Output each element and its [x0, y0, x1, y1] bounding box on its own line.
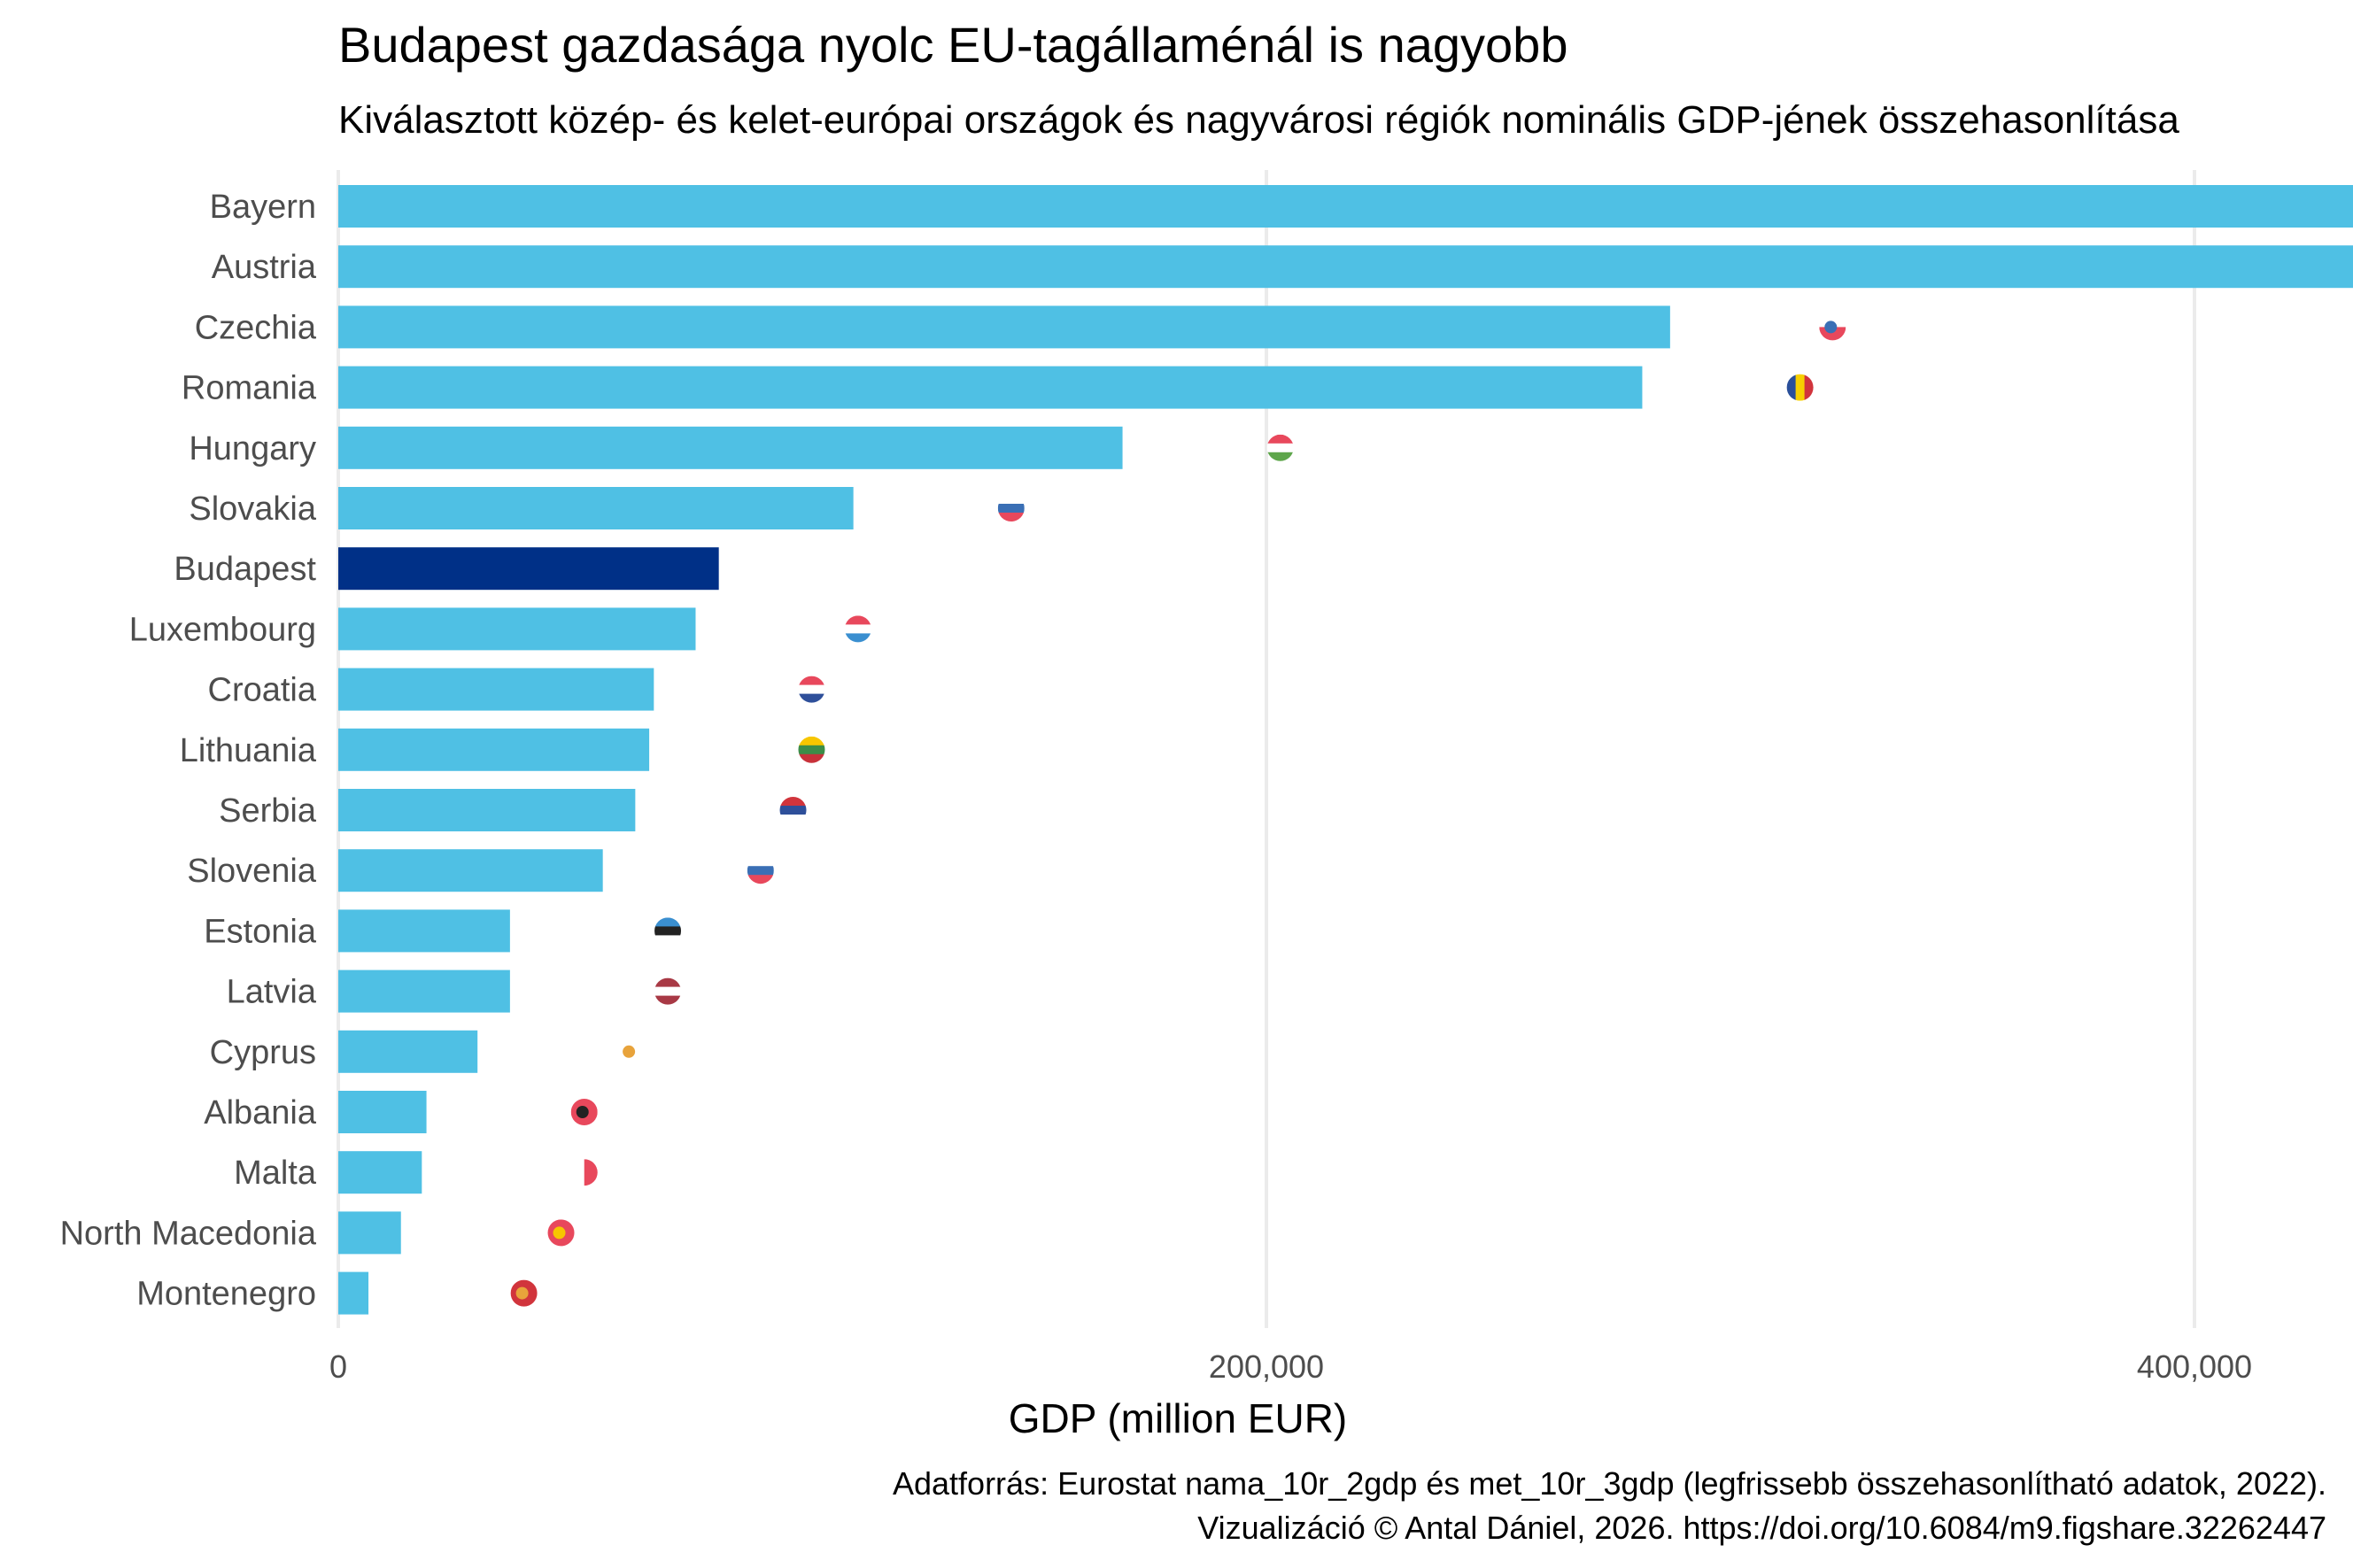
bar-luxembourg	[338, 607, 696, 651]
category-label: Cyprus	[210, 1034, 316, 1071]
category-label: Slovakia	[189, 490, 316, 528]
north-macedonia-flag-icon	[547, 1219, 575, 1247]
bar-slovakia	[338, 487, 854, 529]
x-tick-label: 0	[329, 1348, 347, 1385]
category-labels: Bayern Austria Czechia Romania Hungary Slovak…	[60, 189, 317, 1313]
slovakia-flag-icon	[997, 495, 1025, 521]
czechia-flag-icon	[1819, 313, 1846, 341]
bar-cyprus	[338, 1030, 478, 1073]
category-label: Slovenia	[187, 853, 317, 890]
x-tick-label: 400,000	[2137, 1348, 2252, 1385]
chart-subtitle: Kiválasztott közép- és kelet-európai ors…	[338, 98, 2179, 142]
caption-source: Adatforrás: Eurostat nama_10r_2gdp és me…	[893, 1465, 2326, 1502]
caption-credit: Vizualizáció © Antal Dániel, 2026. https…	[1197, 1510, 2326, 1546]
x-tick-label: 200,000	[1209, 1348, 1324, 1385]
bar-albania	[338, 1091, 427, 1133]
chart-title: Budapest gazdasága nyolc EU-tagállaménál…	[338, 17, 1567, 73]
lithuania-flag-icon	[798, 736, 825, 763]
bar-bayern	[338, 185, 2353, 228]
category-label: Croatia	[208, 672, 317, 709]
bar-estonia	[338, 909, 510, 953]
bar-romania	[338, 366, 1643, 409]
bar-hungary	[338, 426, 1123, 469]
hungary-flag-icon	[1266, 434, 1294, 461]
bar-slovenia	[338, 849, 603, 892]
category-label: Romania	[182, 370, 317, 407]
bar-north-macedonia	[338, 1211, 401, 1255]
croatia-flag-icon	[798, 676, 825, 703]
luxembourg-flag-icon	[844, 615, 871, 643]
category-label: Estonia	[204, 913, 317, 950]
estonia-flag-icon	[654, 917, 682, 945]
category-label: Bayern	[210, 189, 316, 226]
bar-malta	[338, 1151, 422, 1194]
category-label: Luxembourg	[129, 611, 316, 648]
slovenia-flag-icon	[747, 857, 774, 884]
category-label: Czechia	[195, 309, 317, 346]
category-label: Serbia	[219, 792, 317, 830]
serbia-flag-icon	[779, 797, 807, 823]
bar-latvia	[338, 969, 510, 1013]
cyprus-flag-icon	[617, 1038, 645, 1065]
flag-markers	[510, 313, 1846, 1307]
bar-croatia	[338, 668, 654, 711]
category-label: Hungary	[189, 430, 316, 467]
x-axis-title: GDP (million EUR)	[1009, 1395, 1348, 1441]
romania-flag-icon	[1786, 374, 1814, 401]
category-label: Latvia	[227, 974, 317, 1011]
category-label: Austria	[212, 249, 317, 286]
bar-budapest	[338, 547, 719, 591]
bar-serbia	[338, 789, 636, 831]
category-label: Montenegro	[136, 1276, 316, 1313]
bar-austria	[338, 245, 2353, 289]
category-label: Lithuania	[180, 732, 317, 769]
category-label: North Macedonia	[60, 1215, 317, 1252]
bar-lithuania	[338, 728, 650, 771]
bar-montenegro	[338, 1271, 369, 1315]
category-label: Malta	[234, 1155, 317, 1192]
category-label: Budapest	[174, 551, 316, 588]
bar-czechia	[338, 305, 1670, 349]
bars	[338, 185, 2353, 1315]
latvia-flag-icon	[654, 977, 682, 1005]
malta-flag-icon	[570, 1159, 598, 1186]
montenegro-flag-icon	[510, 1279, 538, 1307]
albania-flag-icon	[570, 1099, 598, 1125]
category-label: Albania	[204, 1094, 317, 1132]
